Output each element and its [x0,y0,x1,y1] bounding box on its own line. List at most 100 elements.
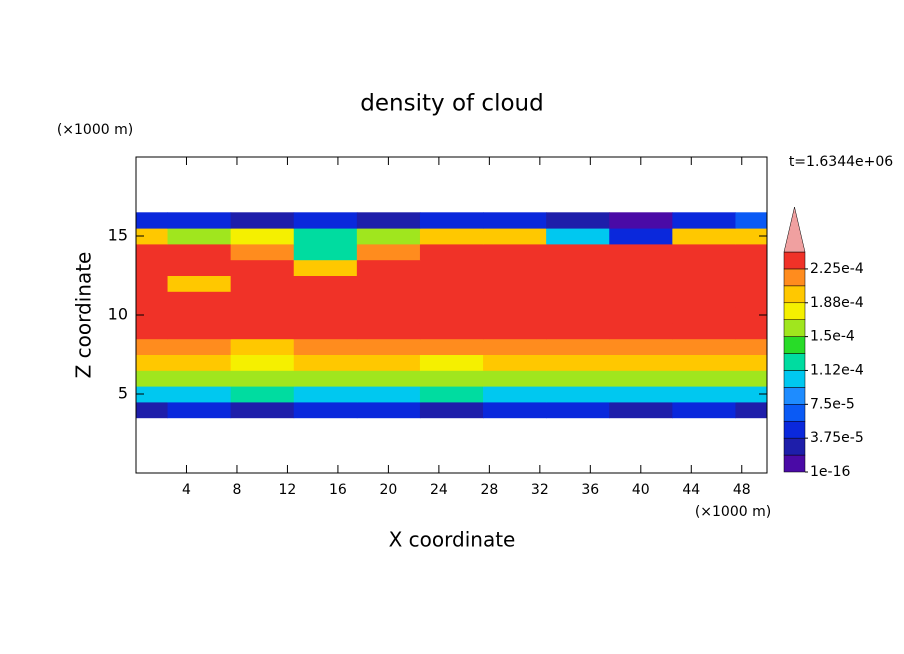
field-cell [419,322,484,340]
field-cell [609,275,673,292]
x-tick-label: 4 [182,482,191,498]
field-cell [483,243,547,261]
field-cell [167,354,232,371]
y-unit: (×1000 m) [57,122,133,138]
field-cell [419,370,484,387]
field-cell [293,275,358,292]
colorbar-band [783,420,806,439]
colorbar-tick-label: 1.88e-4 [810,295,864,311]
field-cell [136,275,169,292]
field-cell [483,291,547,308]
field-cell [293,212,358,229]
colorbar-extension [783,206,806,253]
field-cell [483,212,547,229]
colorbar-tick-label: 1.5e-4 [810,329,855,345]
colorbar-band [783,437,806,456]
field-cell [167,228,232,245]
field-cell [546,228,610,245]
field-cell [546,243,610,261]
field-cell [609,338,673,355]
field-cell [546,259,610,276]
field-cell [419,228,484,245]
field-cell [672,259,736,276]
field-cell [483,259,547,276]
field-cell [546,370,610,387]
field-cell [230,322,295,340]
field-cell [230,275,295,292]
x-unit: (×1000 m) [695,504,771,520]
field-cell [356,354,421,371]
x-tick-label: 36 [581,482,599,498]
field-cell [230,370,295,387]
field-cell [483,354,547,371]
field-cell [483,401,547,419]
field-cell [167,386,232,403]
field-cell [735,401,768,419]
field-cell [136,386,169,403]
colorbar-tick-label: 1.12e-4 [810,362,864,378]
field-cell [735,228,768,245]
x-tick-label: 44 [682,482,700,498]
field-cell [136,291,169,308]
field-cell [419,259,484,276]
field-cell [167,338,232,355]
field-cell [419,386,484,403]
field-cell [483,322,547,340]
field-cell [230,307,295,324]
chart-title: density of cloud [360,91,543,117]
field-cell [293,338,358,355]
field-cell [356,401,421,419]
field-cell [546,401,610,419]
field-cell [609,291,673,308]
colorbar-tick-label: 2.25e-4 [810,261,864,277]
field-cell [735,338,768,355]
field-cell [735,259,768,276]
field-cell [672,370,736,387]
field-cell [293,228,358,245]
field-cell [672,243,736,261]
field-cell [735,386,768,403]
field-cell [167,243,232,261]
field-cell [546,386,610,403]
field-cell [672,291,736,308]
field-cell [483,386,547,403]
field-cell [546,354,610,371]
field-cell [293,354,358,371]
field-cell [735,275,768,292]
field-cell [356,212,421,229]
field-cell [356,243,421,261]
field-cell [546,322,610,340]
field-cell [419,401,484,419]
field-cell [136,401,169,419]
field-cell [419,307,484,324]
field-cell [672,212,736,229]
field-cell [167,307,232,324]
colorbar-band [783,336,806,354]
field-cell [230,243,295,261]
field-cell [356,259,421,276]
field-cell [136,370,169,387]
field-cell [609,370,673,387]
field-cell [356,275,421,292]
field-cell [136,322,169,340]
field-cell [293,370,358,387]
field-cell [483,228,547,245]
x-axis-label: X coordinate [389,528,516,552]
x-tick-label: 40 [632,482,650,498]
colorbar-band [783,404,806,422]
field-cell [167,259,232,276]
field-cell [609,401,673,419]
field-cell [672,275,736,292]
field-cell [167,291,232,308]
field-cell [735,307,768,324]
field-cell [167,401,232,419]
field-cell [136,243,169,261]
field-cell [483,275,547,292]
field-cell [609,386,673,403]
field-cell [546,338,610,355]
field-cell [419,212,484,229]
field-cell [483,370,547,387]
field-cell [609,228,673,245]
